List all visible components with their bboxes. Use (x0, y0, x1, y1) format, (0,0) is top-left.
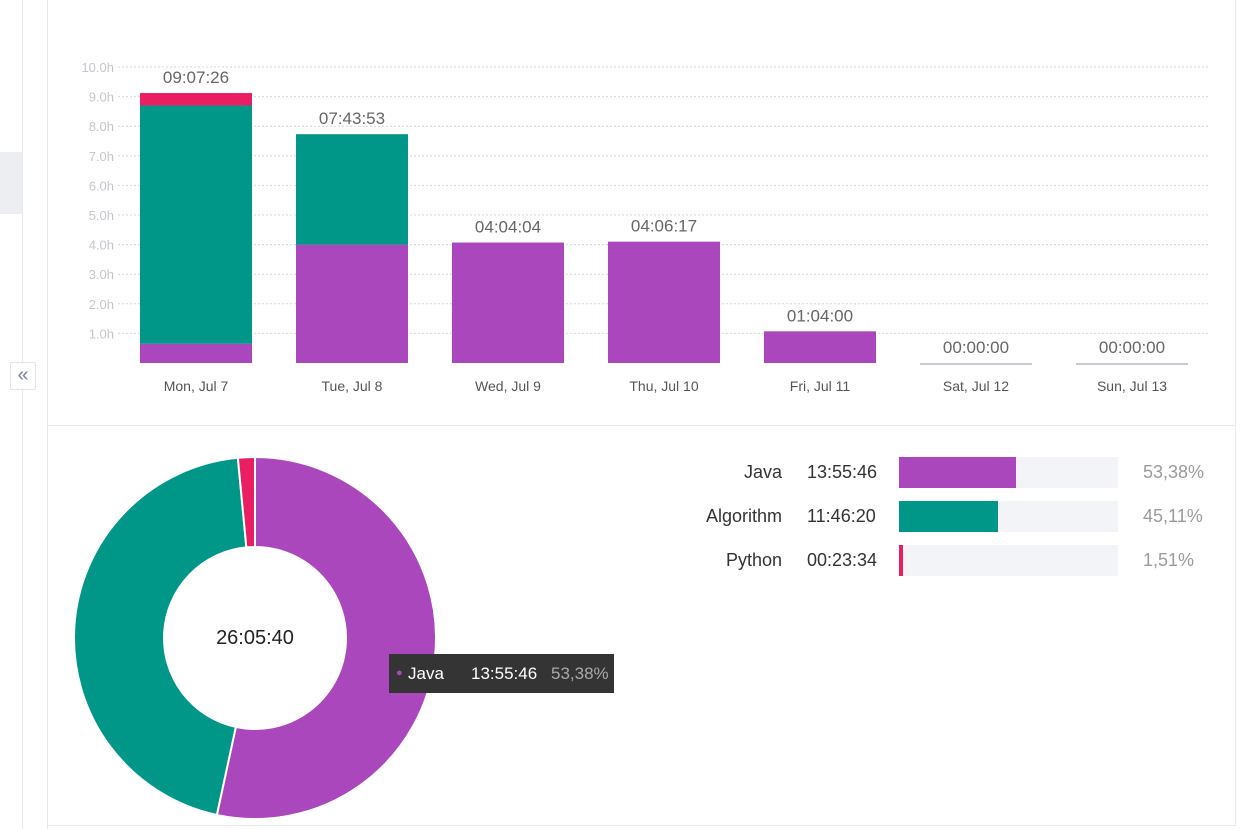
legend-name: Algorithm (705, 506, 782, 526)
legend-time: 11:46:20 (807, 506, 876, 526)
bar-segment-java[interactable] (608, 241, 720, 363)
y-tick-label: 3.0h (89, 267, 114, 282)
legend-bar-fill (899, 501, 998, 532)
section-divider (48, 425, 1236, 426)
bar-total-label: 00:00:00 (1099, 338, 1165, 357)
y-tick-label: 5.0h (89, 208, 114, 223)
bar-segment-java[interactable] (140, 343, 252, 363)
legend-bar-track (899, 501, 1118, 532)
x-tick-label: Tue, Jul 8 (322, 378, 383, 394)
bar-total-label: 00:00:00 (943, 338, 1009, 357)
donut-slice-java[interactable] (215, 455, 437, 820)
legend-name: Python (725, 550, 782, 570)
y-tick-label: 10.0h (81, 60, 114, 75)
language-donut-chart: 26:05:40 (48, 426, 648, 826)
tooltip-time: 13:55:46 (471, 664, 538, 683)
y-tick-label: 6.0h (89, 178, 114, 193)
bar-total-label: 04:04:04 (475, 218, 541, 237)
legend-percent: 45,11% (1143, 506, 1203, 526)
bar-total-label: 09:07:26 (163, 68, 229, 87)
report-panel (48, 0, 1236, 826)
chart-tooltip: ● Java 13:55:46 53,38% (389, 654, 614, 693)
legend-bar-fill (899, 457, 1016, 488)
x-tick-label: Sat, Jul 12 (943, 378, 1009, 394)
bar-segment-java[interactable] (296, 244, 408, 363)
legend-bar-fill (899, 545, 903, 576)
legend-name: Java (743, 462, 782, 482)
y-tick-label: 1.0h (89, 326, 114, 341)
bar-total-label: 04:06:17 (631, 217, 697, 236)
donut-center-total: 26:05:40 (216, 627, 294, 649)
tooltip-color-dot: ● (396, 667, 403, 679)
bar-segment-algorithm[interactable] (296, 134, 408, 245)
legend-bar-track (899, 457, 1118, 488)
bar-chart-svg: 1.0h 2.0h 3.0h 4.0h 5.0h 6.0h 7.0h 8.0h 9.0h 10.0… (81, 60, 1210, 394)
x-tick-label: Fri, Jul 11 (790, 378, 851, 394)
bar-total-label: 01:04:00 (787, 306, 853, 325)
legend-row-algorithm[interactable]: Algorithm 11:46:20 45,11% (650, 500, 1230, 532)
y-tick-label: 9.0h (89, 90, 114, 105)
sidebar-active-tab[interactable] (0, 152, 22, 214)
legend-row-python[interactable]: Python 00:23:34 1,51% (650, 544, 1230, 576)
legend-row-java[interactable]: Java 13:55:46 53,38% (650, 456, 1230, 488)
legend-percent: 1,51% (1143, 550, 1195, 570)
legend-time: 13:55:46 (807, 462, 878, 482)
double-chevron-left-icon: « (17, 364, 29, 386)
rail-divider (22, 0, 23, 829)
donut-chart-svg: 26:05:40 (72, 455, 437, 820)
y-tick-label: 4.0h (89, 238, 114, 253)
bar-segment-java[interactable] (452, 242, 564, 363)
tooltip-label: Java (408, 664, 444, 683)
collapse-sidebar-button[interactable]: « (10, 362, 36, 390)
left-sidebar-rail (0, 0, 48, 829)
bar-total-label: 07:43:53 (319, 109, 385, 128)
x-tick-label: Thu, Jul 10 (629, 378, 698, 394)
bar-segment-python[interactable] (140, 93, 252, 106)
donut-slice-algorithm[interactable] (72, 456, 248, 817)
legend-percent: 53,38% (1143, 462, 1205, 482)
x-tick-label: Wed, Jul 9 (475, 378, 541, 394)
legend-time: 00:23:34 (807, 550, 878, 570)
donut-slice-python[interactable] (236, 455, 256, 549)
y-tick-label: 8.0h (89, 119, 114, 134)
tooltip-percent: 53,38% (551, 664, 609, 683)
panel-left-border (47, 0, 48, 829)
x-tick-label: Sun, Jul 13 (1097, 378, 1167, 394)
y-tick-label: 7.0h (89, 149, 114, 164)
legend-bar-track (899, 545, 1118, 576)
x-tick-label: Mon, Jul 7 (164, 378, 229, 394)
bar-segment-java[interactable] (764, 331, 876, 363)
bar-segment-algorithm[interactable] (140, 105, 252, 344)
daily-bar-chart: 1.0h 2.0h 3.0h 4.0h 5.0h 6.0h 7.0h 8.0h 9.0h 10.0… (48, 0, 1236, 425)
y-tick-label: 2.0h (89, 297, 114, 312)
